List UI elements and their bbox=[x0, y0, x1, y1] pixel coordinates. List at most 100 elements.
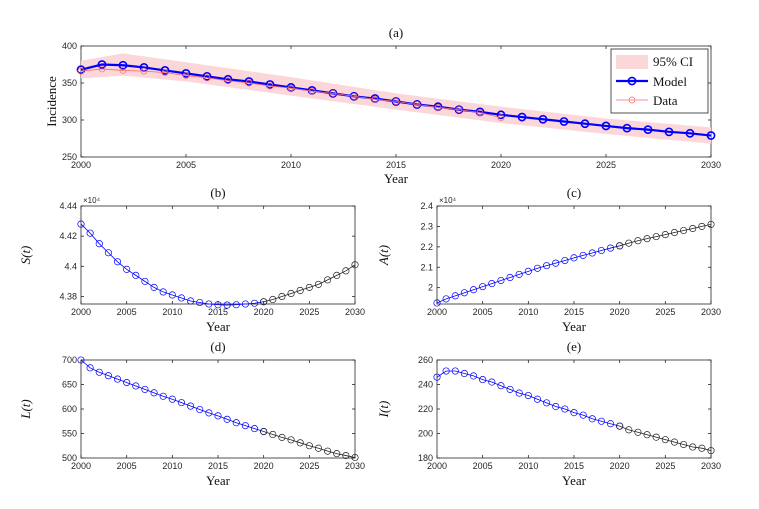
data-point bbox=[351, 453, 359, 462]
data-point bbox=[689, 443, 697, 451]
data-point bbox=[561, 256, 569, 265]
data-point bbox=[205, 300, 213, 308]
x-tick-label: 2020 bbox=[254, 461, 274, 471]
data-point bbox=[496, 110, 506, 120]
data-point bbox=[570, 409, 578, 417]
data-point bbox=[342, 451, 350, 460]
data-point bbox=[132, 382, 140, 390]
data-point bbox=[119, 67, 127, 74]
data-point bbox=[232, 419, 240, 427]
data-point bbox=[652, 233, 660, 241]
legend-label: 95% CI bbox=[653, 54, 693, 69]
data-point bbox=[77, 67, 85, 75]
data-point bbox=[392, 98, 400, 105]
data-point bbox=[371, 95, 379, 103]
data-point bbox=[223, 74, 233, 84]
y-tick-label: 400 bbox=[62, 41, 77, 51]
y-axis-label: L(t) bbox=[18, 399, 33, 420]
data-point bbox=[698, 444, 706, 452]
data-point bbox=[588, 415, 596, 423]
x-tick-label: 2015 bbox=[386, 160, 406, 170]
data-point bbox=[241, 422, 249, 430]
data-point bbox=[685, 128, 695, 138]
y-tick-label: 600 bbox=[62, 404, 77, 414]
data-point bbox=[224, 77, 232, 85]
y-tick-label: 2.1 bbox=[420, 262, 433, 272]
data-point bbox=[706, 131, 716, 140]
data-point bbox=[517, 112, 527, 122]
x-tick-label: 2015 bbox=[564, 461, 584, 471]
data-point bbox=[469, 286, 478, 294]
x-axis-label: Year bbox=[206, 473, 231, 488]
data-point bbox=[159, 288, 167, 296]
x-tick-label: 2010 bbox=[162, 307, 182, 317]
legend: 95% CI Model Data bbox=[610, 48, 709, 114]
data-point bbox=[552, 402, 560, 411]
data-point bbox=[177, 294, 186, 302]
data-point bbox=[168, 291, 176, 299]
data-point bbox=[643, 431, 651, 439]
data-point bbox=[278, 292, 286, 301]
data-point bbox=[579, 411, 587, 419]
x-tick-label: 2010 bbox=[518, 307, 538, 317]
data-point bbox=[506, 273, 514, 282]
data-point bbox=[203, 74, 211, 82]
data-point bbox=[434, 104, 442, 111]
data-point bbox=[506, 385, 514, 393]
data-point bbox=[351, 261, 359, 269]
series-line-data bbox=[80, 68, 502, 119]
data-point bbox=[123, 265, 131, 273]
y-tick-label: 4.4 bbox=[64, 261, 77, 271]
data-point bbox=[670, 228, 679, 237]
x-tick-label: 2025 bbox=[655, 307, 675, 317]
data-point bbox=[622, 123, 632, 133]
data-point bbox=[308, 87, 316, 95]
data-point bbox=[250, 299, 259, 307]
x-tick-label: 2000 bbox=[427, 461, 447, 471]
data-point bbox=[278, 433, 286, 441]
data-point bbox=[488, 280, 496, 288]
data-point bbox=[314, 280, 323, 288]
axes-box bbox=[436, 359, 712, 459]
x-tick-label: 2020 bbox=[610, 307, 630, 317]
data-point bbox=[634, 237, 642, 245]
data-point bbox=[187, 402, 195, 410]
data-point bbox=[161, 69, 169, 76]
panel-title: (c) bbox=[567, 185, 581, 200]
x-tick-label: 2005 bbox=[473, 461, 493, 471]
data-point bbox=[76, 65, 86, 75]
data-point bbox=[451, 292, 459, 300]
data-point bbox=[324, 447, 332, 455]
panel-b: 2000 2005 2010 2015 2020 2025 2030 4.38 4.4 4.42 4… bbox=[18, 185, 365, 334]
data-point bbox=[196, 405, 204, 414]
y-tick-label: 4.42 bbox=[59, 231, 77, 241]
data-point bbox=[305, 283, 313, 291]
data-point bbox=[616, 422, 624, 430]
data-point bbox=[86, 364, 94, 372]
data-point bbox=[287, 289, 295, 297]
panel-e: 2000 2005 2010 2015 2020 2025 2030 180 200 220 240… bbox=[376, 339, 721, 488]
panel-a: 2000 2005 2010 2015 2020 2025 2030 250 300 350 400… bbox=[44, 25, 721, 186]
data-point bbox=[488, 378, 496, 386]
data-point bbox=[707, 447, 715, 455]
data-point bbox=[643, 235, 651, 243]
data-point bbox=[570, 254, 578, 262]
data-point bbox=[168, 395, 176, 403]
data-point bbox=[95, 240, 103, 248]
data-point bbox=[533, 395, 542, 403]
data-point bbox=[469, 372, 478, 380]
data-point bbox=[538, 114, 548, 124]
data-point bbox=[269, 430, 277, 439]
data-point bbox=[113, 375, 122, 383]
legend-marker-model bbox=[627, 76, 637, 86]
data-point bbox=[296, 439, 304, 447]
x-tick-label: 2005 bbox=[117, 307, 137, 317]
y-tick-label: 2.2 bbox=[420, 242, 433, 252]
x-tick-label: 2030 bbox=[345, 461, 365, 471]
data-point bbox=[479, 283, 487, 291]
data-point bbox=[601, 121, 611, 131]
x-tick-label: 2000 bbox=[71, 160, 91, 170]
data-point bbox=[232, 301, 240, 309]
y-tick-label: 250 bbox=[62, 152, 77, 162]
x-tick-label: 2030 bbox=[701, 160, 721, 170]
